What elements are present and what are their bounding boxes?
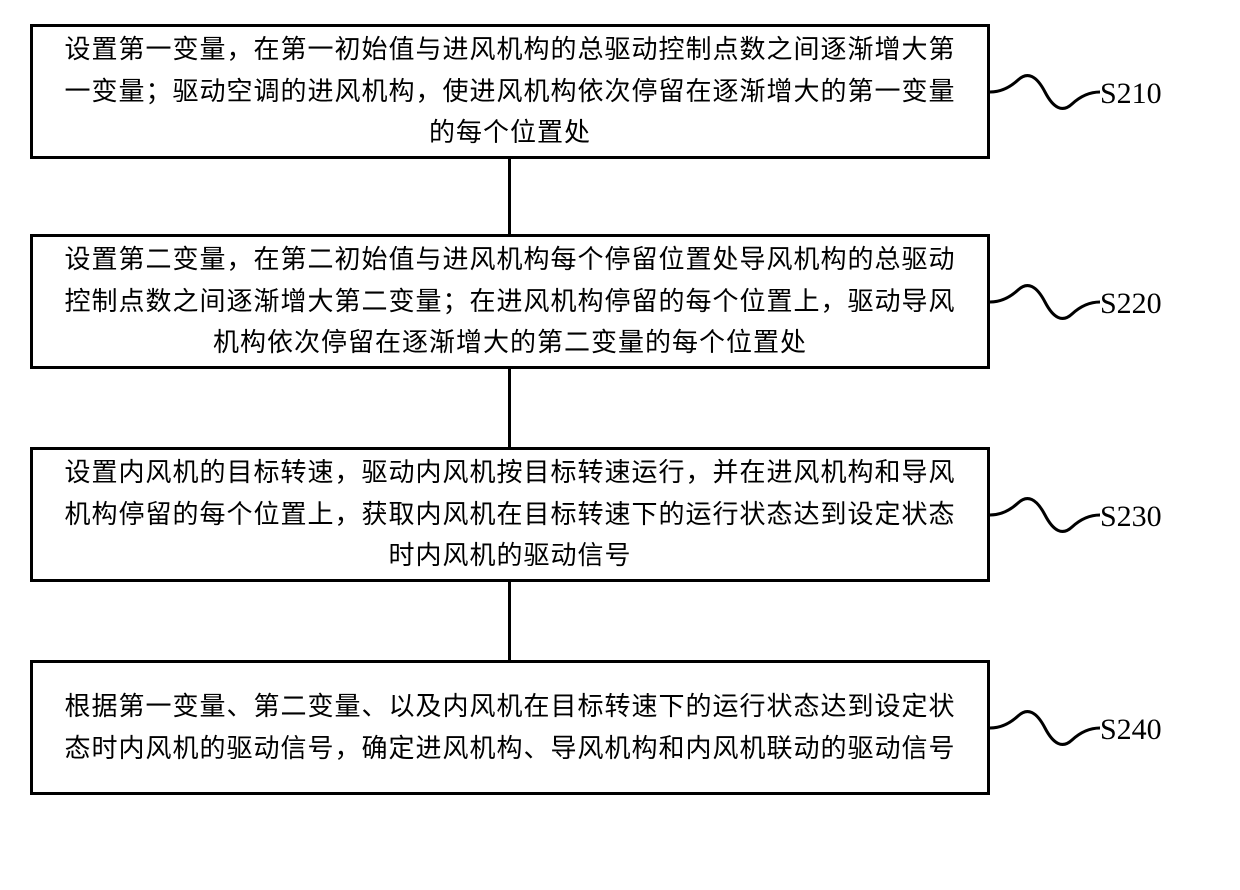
flowchart-container: 设置第一变量，在第一初始值与进风机构的总驱动控制点数之间逐渐增大第一变量；驱动空…: [0, 0, 1240, 890]
label-connector-s240: [990, 698, 1100, 758]
flow-step-s220: 设置第二变量，在第二初始值与进风机构每个停留位置处导风机构的总驱动控制点数之间逐…: [30, 234, 990, 369]
flow-step-s240: 根据第一变量、第二变量、以及内风机在目标转速下的运行状态达到设定状态时内风机的驱…: [30, 660, 990, 795]
connector-s230-s240: [508, 582, 511, 660]
connector-s220-s230: [508, 369, 511, 447]
flow-step-s220-text: 设置第二变量，在第二初始值与进风机构每个停留位置处导风机构的总驱动控制点数之间逐…: [53, 239, 967, 364]
flow-step-s230: 设置内风机的目标转速，驱动内风机按目标转速运行，并在进风机构和导风机构停留的每个…: [30, 447, 990, 582]
step-label-s240: S240: [1100, 713, 1162, 747]
flow-step-s210-text: 设置第一变量，在第一初始值与进风机构的总驱动控制点数之间逐渐增大第一变量；驱动空…: [53, 29, 967, 154]
flow-step-s240-text: 根据第一变量、第二变量、以及内风机在目标转速下的运行状态达到设定状态时内风机的驱…: [53, 686, 967, 769]
flow-step-s230-text: 设置内风机的目标转速，驱动内风机按目标转速运行，并在进风机构和导风机构停留的每个…: [53, 452, 967, 577]
step-label-s220: S220: [1100, 287, 1162, 321]
connector-s210-s220: [508, 159, 511, 234]
label-connector-s210: [990, 62, 1100, 122]
flow-step-s210: 设置第一变量，在第一初始值与进风机构的总驱动控制点数之间逐渐增大第一变量；驱动空…: [30, 24, 990, 159]
step-label-s210: S210: [1100, 77, 1162, 111]
label-connector-s220: [990, 272, 1100, 332]
label-connector-s230: [990, 485, 1100, 545]
step-label-s230: S230: [1100, 500, 1162, 534]
